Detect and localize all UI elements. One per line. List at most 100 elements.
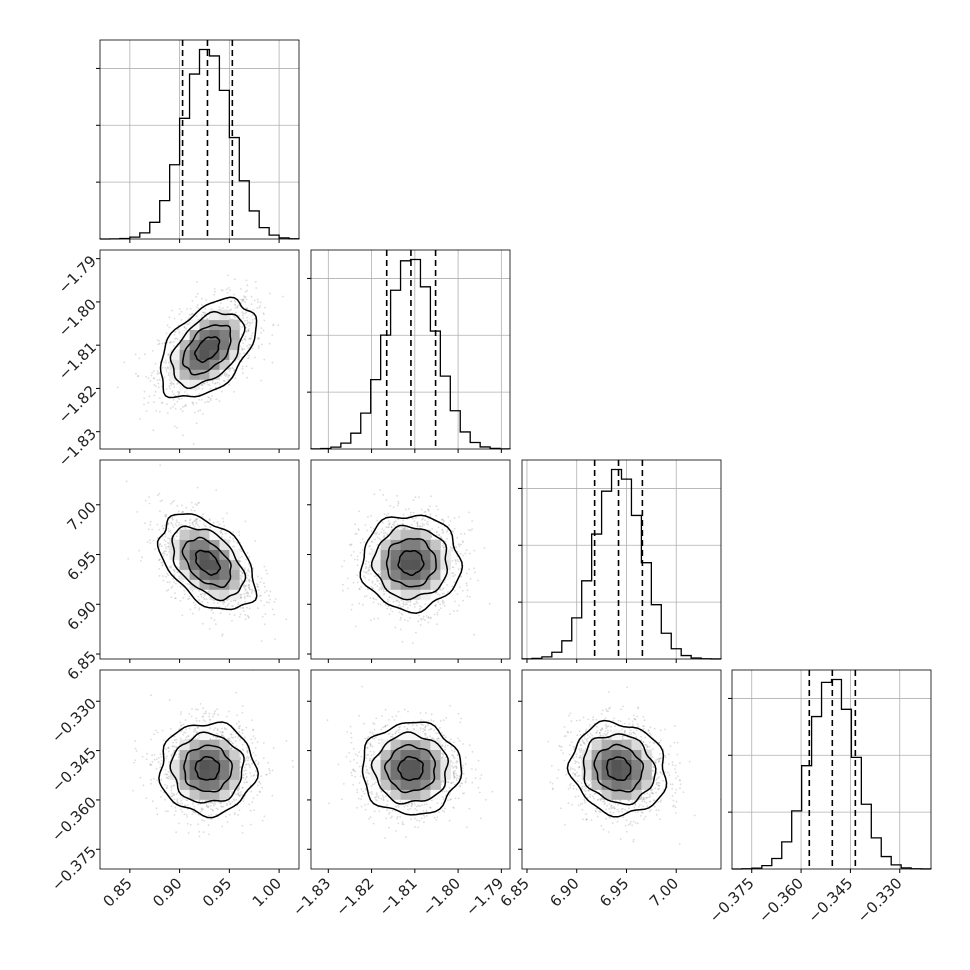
- sample-point: [181, 410, 184, 413]
- sample-point: [437, 593, 439, 596]
- sample-point: [442, 546, 445, 549]
- sample-point: [251, 590, 254, 593]
- sample-point: [356, 581, 359, 584]
- sample-point: [192, 443, 195, 445]
- density-square: [370, 559, 382, 570]
- sample-point: [180, 724, 182, 727]
- sample-point: [178, 398, 181, 400]
- sample-point: [174, 597, 177, 600]
- sample-point: [167, 588, 170, 591]
- sample-point: [454, 590, 456, 592]
- sample-point: [418, 496, 420, 499]
- sample-point: [193, 525, 196, 527]
- panel-background: [311, 250, 510, 449]
- sample-point: [174, 597, 177, 600]
- sample-point: [234, 599, 237, 602]
- sample-point: [145, 410, 148, 412]
- sample-point: [178, 313, 181, 316]
- sample-point: [153, 383, 156, 386]
- contour-level-2: [181, 536, 232, 589]
- sample-point: [240, 596, 243, 599]
- sample-point: [166, 553, 168, 556]
- sample-point: [164, 546, 167, 548]
- sample-point: [204, 307, 207, 310]
- sample-point: [343, 560, 346, 562]
- density-square: [209, 549, 220, 560]
- sample-point: [215, 489, 218, 491]
- sample-point: [452, 566, 455, 569]
- sample-point: [471, 520, 473, 522]
- sample-point: [241, 311, 244, 313]
- sample-point: [388, 522, 390, 525]
- sample-point: [414, 603, 417, 605]
- sample-point: [456, 593, 459, 596]
- sample-point: [273, 600, 276, 603]
- density-square: [400, 569, 411, 580]
- sample-point: [198, 589, 201, 592]
- sample-point: [376, 569, 378, 572]
- sample-point: [195, 422, 198, 425]
- sample-point: [442, 519, 445, 521]
- sample-point: [386, 607, 389, 610]
- sample-point: [169, 382, 172, 385]
- sample-point: [367, 515, 369, 518]
- density-square: [169, 349, 180, 360]
- density-square: [219, 559, 230, 570]
- sample-point: [209, 526, 212, 528]
- sample-point: [426, 520, 429, 523]
- contour-level-4: [359, 514, 464, 614]
- sample-point: [231, 605, 233, 607]
- sample-point: [365, 595, 368, 597]
- sample-point: [203, 524, 206, 527]
- sample-point: [260, 640, 263, 643]
- sample-point: [241, 555, 243, 558]
- sample-point: [229, 367, 232, 370]
- sample-point: [222, 379, 225, 382]
- sample-point: [167, 537, 170, 540]
- sample-point: [218, 400, 221, 402]
- density-square: [380, 549, 391, 560]
- sample-point: [162, 555, 165, 557]
- sample-point: [387, 605, 390, 607]
- sample-point: [457, 560, 460, 563]
- sample-point: [441, 600, 444, 603]
- density-square: [209, 559, 220, 570]
- sample-point: [373, 598, 375, 600]
- sample-point: [409, 514, 412, 516]
- sample-point: [155, 410, 158, 412]
- sample-point: [160, 545, 163, 547]
- sample-point: [249, 343, 252, 346]
- sample-point: [201, 600, 204, 603]
- sample-point: [158, 568, 161, 570]
- sample-point: [172, 569, 175, 571]
- sample-point: [177, 328, 180, 330]
- sample-point: [375, 575, 377, 577]
- sample-point: [139, 560, 142, 562]
- sample-point: [246, 307, 249, 310]
- sample-point: [168, 385, 171, 388]
- sample-point: [245, 558, 248, 561]
- sample-point: [168, 537, 171, 540]
- sample-point: [179, 585, 182, 588]
- sample-point: [251, 318, 254, 321]
- density-square: [410, 569, 421, 580]
- sample-point: [161, 402, 164, 404]
- sample-point: [199, 593, 202, 596]
- sample-point: [446, 538, 448, 540]
- sample-point: [247, 592, 250, 595]
- sample-point: [411, 642, 414, 645]
- sample-point: [263, 565, 266, 568]
- sample-point: [424, 619, 426, 622]
- sample-point: [176, 400, 179, 403]
- sample-point: [176, 532, 179, 534]
- sample-point: [443, 604, 446, 607]
- sample-point: [358, 587, 361, 590]
- sample-point: [242, 610, 245, 612]
- sample-point: [382, 590, 385, 593]
- density-square: [189, 379, 200, 390]
- sample-point: [165, 513, 168, 516]
- density-square: [400, 579, 411, 590]
- sample-point: [413, 520, 416, 522]
- density-square: [380, 569, 391, 580]
- sample-point: [239, 596, 242, 598]
